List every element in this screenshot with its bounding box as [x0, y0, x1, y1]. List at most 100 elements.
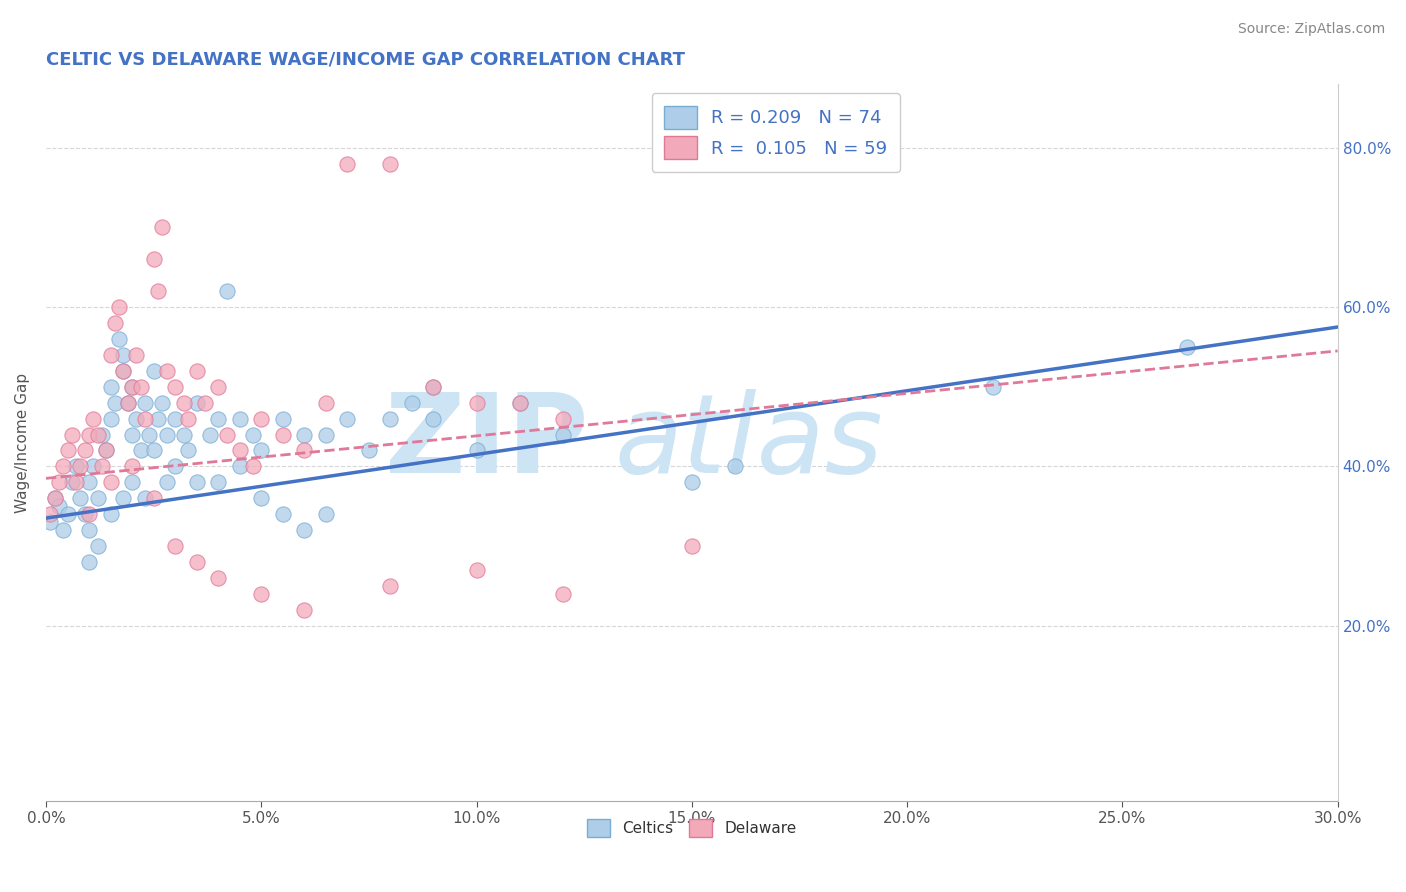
Point	[336, 157, 359, 171]
Text: atlas: atlas	[614, 389, 883, 496]
Point	[315, 427, 337, 442]
Point	[82, 411, 104, 425]
Point	[681, 475, 703, 490]
Point	[142, 252, 165, 267]
Point	[77, 427, 100, 442]
Point	[155, 475, 177, 490]
Point	[142, 364, 165, 378]
Point	[121, 459, 143, 474]
Point	[60, 427, 83, 442]
Point	[186, 475, 208, 490]
Point	[44, 491, 66, 506]
Point	[69, 459, 91, 474]
Point	[242, 459, 264, 474]
Legend: Celtics, Delaware: Celtics, Delaware	[581, 813, 803, 844]
Point	[96, 443, 118, 458]
Point	[96, 443, 118, 458]
Point	[73, 443, 96, 458]
Point	[465, 395, 488, 409]
Point	[77, 555, 100, 569]
Point	[465, 443, 488, 458]
Point	[121, 427, 143, 442]
Point	[177, 411, 200, 425]
Point	[207, 380, 229, 394]
Point	[60, 475, 83, 490]
Point	[173, 395, 195, 409]
Point	[228, 459, 250, 474]
Point	[100, 380, 122, 394]
Point	[165, 411, 187, 425]
Point	[165, 380, 187, 394]
Point	[551, 427, 574, 442]
Point	[194, 395, 217, 409]
Point	[44, 491, 66, 506]
Point	[165, 459, 187, 474]
Point	[250, 587, 273, 601]
Point	[134, 491, 156, 506]
Point	[357, 443, 380, 458]
Point	[228, 443, 250, 458]
Point	[336, 411, 359, 425]
Point	[228, 411, 250, 425]
Point	[121, 380, 143, 394]
Point	[292, 427, 315, 442]
Point	[250, 491, 273, 506]
Text: Source: ZipAtlas.com: Source: ZipAtlas.com	[1237, 22, 1385, 37]
Point	[207, 571, 229, 585]
Point	[134, 411, 156, 425]
Point	[198, 427, 221, 442]
Point	[292, 603, 315, 617]
Point	[681, 539, 703, 553]
Point	[86, 491, 108, 506]
Point	[509, 395, 531, 409]
Point	[380, 411, 402, 425]
Point	[146, 284, 169, 298]
Point	[86, 539, 108, 553]
Point	[117, 395, 139, 409]
Text: ZIP: ZIP	[385, 389, 589, 496]
Point	[186, 395, 208, 409]
Point	[112, 364, 135, 378]
Point	[56, 507, 79, 521]
Point	[177, 443, 200, 458]
Point	[509, 395, 531, 409]
Point	[77, 523, 100, 537]
Point	[56, 443, 79, 458]
Point	[125, 348, 148, 362]
Point	[271, 427, 294, 442]
Point	[215, 427, 238, 442]
Point	[465, 563, 488, 577]
Point	[142, 491, 165, 506]
Point	[112, 491, 135, 506]
Point	[250, 411, 273, 425]
Point	[86, 427, 108, 442]
Point	[292, 523, 315, 537]
Point	[108, 300, 131, 314]
Point	[39, 507, 62, 521]
Point	[380, 579, 402, 593]
Point	[150, 220, 173, 235]
Point	[146, 411, 169, 425]
Point	[48, 475, 70, 490]
Point	[100, 507, 122, 521]
Point	[724, 459, 747, 474]
Point	[250, 443, 273, 458]
Point	[129, 380, 152, 394]
Point	[69, 491, 91, 506]
Point	[121, 380, 143, 394]
Point	[104, 316, 127, 330]
Point	[401, 395, 423, 409]
Point	[121, 475, 143, 490]
Point	[82, 459, 104, 474]
Point	[52, 523, 75, 537]
Point	[422, 380, 444, 394]
Y-axis label: Wage/Income Gap: Wage/Income Gap	[15, 373, 30, 513]
Point	[150, 395, 173, 409]
Point	[77, 475, 100, 490]
Point	[138, 427, 160, 442]
Point	[315, 395, 337, 409]
Point	[65, 475, 87, 490]
Point	[271, 507, 294, 521]
Point	[48, 500, 70, 514]
Point	[215, 284, 238, 298]
